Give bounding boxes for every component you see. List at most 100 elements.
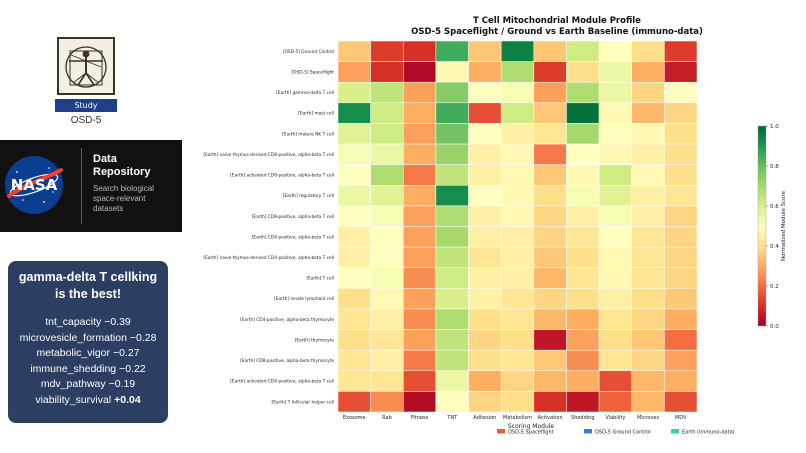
heatmap-cell [403,391,437,413]
heatmap-cell [631,329,665,351]
heatmap-cell [533,246,567,268]
heatmap-cell [631,102,665,124]
heatmap-cell [370,329,404,351]
heatmap-cell [337,349,371,372]
heatmap-cell [631,164,665,186]
heatmap-cell [598,288,632,310]
heatmap-cell [533,205,567,227]
legend-label: OSD-5 Spaceflight [508,430,554,436]
heatmap-cell [337,329,371,351]
heatmap-cell [370,308,404,330]
heatmap-cell [598,164,632,186]
heatmap-cell [500,370,535,392]
heatmap-cell [664,40,698,62]
heatmap-cell [566,308,600,330]
legend-swatch [584,429,592,434]
heatmap-cell [500,246,535,268]
heatmap-cell [533,370,567,392]
heatmap-cell [500,164,535,186]
heatmap-cells [337,40,698,413]
x-axis-label: Scoring Module [508,423,555,430]
heatmap-cell [598,329,632,351]
row-label: [Earth] T follicular helper cell [272,399,334,405]
heatmap-cell [664,226,698,248]
heatmap-cell [566,226,600,248]
data-repository-card[interactable]: NASA Data Repository Search biological s… [0,140,182,232]
heatmap-cell [337,123,371,145]
heatmap-cell [370,143,404,165]
heatmap-cell [598,143,632,165]
study-card[interactable]: Study OSD-5 [55,37,117,126]
heatmap-cell [403,164,437,186]
colorbar [757,125,767,327]
legend-swatch [497,429,505,434]
heatmap-cell [500,61,535,83]
column-label: MDV [675,415,687,421]
heatmap-cell [664,349,698,372]
heatmap-cell [598,123,632,145]
heatmap-cell [566,143,600,165]
heatmap-cell [631,123,665,145]
heatmap-cell [403,61,437,83]
heatmap-cell [435,329,469,351]
heatmap-cell [500,81,535,104]
column-label: Metabolism [503,415,532,421]
heatmap-cell [435,288,469,310]
heatmap-cell [598,102,632,124]
row-label: [Earth] CD8-positive, alpha-beta T cell [252,214,334,220]
heatmap-cell [403,226,437,248]
heatmap-cell [598,81,632,104]
heatmap-cell [468,40,502,62]
heatmap-cell [664,329,698,351]
row-label: [Earth] naive thymus-derived CD4-positiv… [203,255,334,261]
heatmap-cell [370,267,404,289]
repo-divider [81,148,82,224]
colorbar-tick-label: 0.0 [770,324,779,330]
row-label: [Earth] CD4-positive, alpha-beta T cell [252,234,334,240]
insight-item: microvesicle_formation −0.28 [8,331,168,347]
heatmap-cell [664,164,698,186]
heatmap-cell [468,123,502,145]
heatmap-cell [500,349,535,372]
heatmap-cell [664,123,698,145]
heatmap-cell [468,329,502,351]
heatmap-cell [533,102,567,124]
vitruvian-man-icon [57,37,115,95]
insight-card: gamma-delta T cellking is the best! tnt_… [8,261,168,423]
heatmap-cell [664,288,698,310]
column-label: Viability [605,415,625,421]
heatmap-cell [664,370,698,392]
heatmap-cell [370,123,404,145]
heatmap-cell [403,288,437,310]
heatmap-cell [598,246,632,268]
heatmap-cell [598,185,632,207]
heatmap-cell [403,349,437,372]
column-label: Fitness [411,415,429,421]
heatmap-cell [631,349,665,372]
insight-item-label: viability_survival [35,393,112,406]
heatmap-cell [598,61,632,83]
heatmap-cell [337,61,371,83]
heatmap-cell [631,288,665,310]
row-label: [Earth] gamma-delta T cell [276,90,334,96]
heatmap-cell [403,81,437,104]
heatmap-cell [468,391,502,413]
heatmap-cell [435,205,469,227]
heatmap-cell [533,329,567,351]
insight-list: tnt_capacity −0.39 microvesicle_formatio… [8,315,168,408]
heatmap-cell [500,226,535,248]
heatmap-cell [435,143,469,165]
heatmap-cell [403,185,437,207]
insight-item-value: −0.39 [104,316,131,328]
heatmap-cell [664,81,698,104]
insight-item-label: immune_shedding [30,362,117,375]
column-label: Adhesion [473,415,496,421]
heatmap-cell [468,205,502,227]
row-labels: [OSD-5] Ground Control [OSD-5] Spacefligh… [203,49,334,405]
legend-label: OSD-5 Ground Control [595,430,651,436]
heatmap-cell [598,391,632,413]
heatmap-cell [566,246,600,268]
heatmap-cell [533,40,567,62]
heatmap-cell [435,246,469,268]
heatmap-cell [468,81,502,104]
